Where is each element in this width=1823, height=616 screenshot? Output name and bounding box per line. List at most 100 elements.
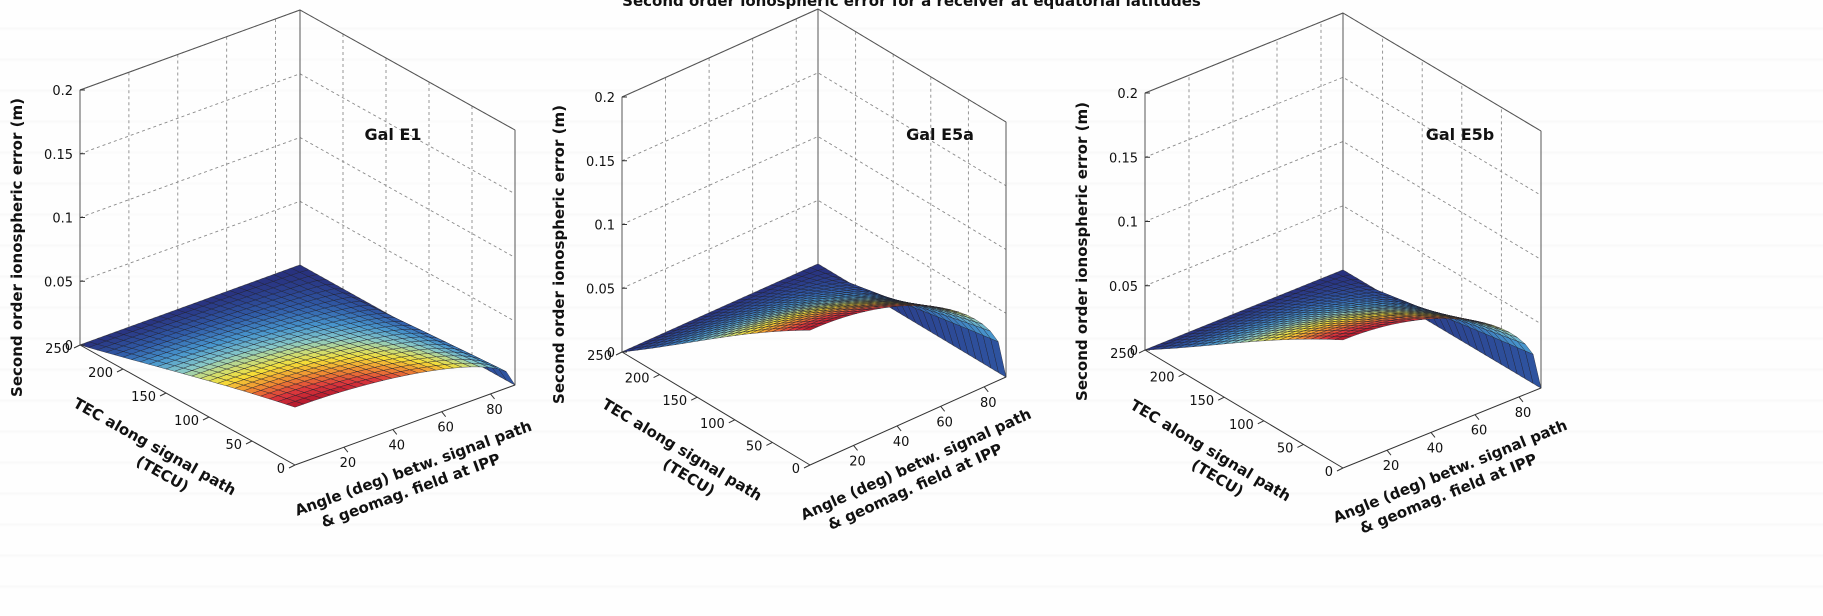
angle-tick-3 <box>983 386 989 393</box>
tec-tick-label: 150 <box>662 394 687 409</box>
chart-3: 0 0.05 0.1 0.15 0.2 Second order ionospheric … <box>1073 12 1570 537</box>
tec-tick-1 <box>245 440 253 445</box>
tec-tick-0 <box>1336 467 1344 472</box>
angle-tick-1 <box>1430 432 1436 438</box>
z-tick-label: 0 <box>65 339 73 354</box>
angle-axis-label-line1: Angle (deg) betw. signal path <box>798 405 1034 524</box>
axis-edges <box>621 8 1007 377</box>
tec-tick-label: 0 <box>792 462 800 477</box>
z-axis-label: Second order ionospheric error (m) <box>8 98 26 397</box>
tec-tick-2 <box>728 419 736 424</box>
front-edge-angle <box>809 376 1007 466</box>
tec-tick-3 <box>690 396 698 401</box>
tec-tick-label: 0 <box>1325 465 1333 480</box>
angle-axis-label: Angle (deg) betw. signal path& geomag. f… <box>798 405 1034 534</box>
tec-tick-5 <box>73 344 81 349</box>
tec-axis-label-line1: TEC along signal path <box>1127 396 1294 505</box>
z-tick-label: 0.05 <box>1109 280 1138 295</box>
front-edge-angle <box>294 384 516 466</box>
tec-tick-label: 200 <box>625 372 650 387</box>
z-axis: 0 0.05 0.1 0.15 0.2 Second order ionospheric … <box>8 84 85 397</box>
angle-tick-label: 40 <box>893 435 910 450</box>
tec-axis: 0 50 100 150 200 250 TEC along signal path(TEC… <box>1110 347 1344 505</box>
tec-tick-3 <box>1217 396 1225 401</box>
angle-tick-label: 60 <box>437 421 454 436</box>
angle-tick-2 <box>940 406 946 412</box>
tec-tick-label: 100 <box>174 414 199 429</box>
front-edge-tec <box>79 344 296 466</box>
tec-tick-label: 150 <box>131 390 156 405</box>
angle-tick-label: 60 <box>1471 424 1488 439</box>
grid-z-2 <box>1144 140 1542 260</box>
panel-title: Gal E1 <box>364 125 421 144</box>
angle-tick-0 <box>853 445 858 451</box>
tec-tick-5 <box>1138 349 1146 354</box>
tec-axis-label: TEC along signal path(TECU) <box>1127 396 1294 505</box>
tec-tick-label: 50 <box>746 439 763 454</box>
tec-axis-label: TEC along signal path(TECU) <box>70 394 239 499</box>
angle-tick-2 <box>441 411 447 417</box>
front-edge-angle <box>1342 387 1542 469</box>
angle-tick-label: 60 <box>936 415 953 430</box>
tec-tick-label: 100 <box>700 417 725 432</box>
tec-axis-label: TEC along signal path(TECU) <box>599 395 766 505</box>
angle-tick-3 <box>1518 396 1524 403</box>
tec-axis-label-line1: TEC along signal path <box>70 394 239 499</box>
z-tick-label: 0.2 <box>52 84 73 99</box>
grid-z-3 <box>1144 76 1542 196</box>
angle-tick-1 <box>392 429 398 435</box>
surface <box>621 263 1007 378</box>
tec-tick-0 <box>803 464 811 469</box>
tec-tick-3 <box>159 392 167 397</box>
grid-z-2 <box>621 135 1007 250</box>
surface-patch <box>802 326 818 331</box>
angle-tick-2 <box>1474 414 1480 420</box>
z-tick-label: 0.1 <box>594 219 615 234</box>
tec-tick-label: 200 <box>88 366 113 381</box>
angle-tick-label: 20 <box>1383 459 1400 474</box>
angle-tick-label: 20 <box>340 456 357 471</box>
chart-2: 0 0.05 0.1 0.15 0.2 Second order ionospheric … <box>550 8 1034 534</box>
back-wall-right <box>1342 12 1542 389</box>
tec-tick-5 <box>615 351 623 356</box>
z-tick-label: 0.05 <box>44 275 73 290</box>
edge-2 <box>79 9 301 91</box>
z-axis-label: Second order ionospheric error (m) <box>550 105 568 404</box>
tec-tick-1 <box>766 441 773 446</box>
tec-tick-4 <box>116 368 124 373</box>
panel-title: Gal E5b <box>1426 125 1495 144</box>
tec-tick-label: 150 <box>1189 394 1214 409</box>
tec-tick-4 <box>1178 373 1185 378</box>
panel-title: Gal E5a <box>906 125 974 144</box>
angle-tick-3 <box>490 393 495 400</box>
tec-tick-2 <box>1257 420 1265 425</box>
angle-tick-label: 20 <box>849 454 866 469</box>
z-tick-label: 0.15 <box>44 148 73 163</box>
edge-3 <box>817 8 1007 123</box>
angle-tick-0 <box>343 446 349 453</box>
tec-tick-2 <box>202 416 210 421</box>
edge-2 <box>1144 12 1344 94</box>
surface-patch <box>1335 336 1351 341</box>
z-tick-label: 0.1 <box>1117 216 1138 231</box>
z-tick-label: 0.15 <box>1109 151 1138 166</box>
grid-z-1 <box>1144 205 1542 325</box>
front-edge-tec <box>1144 349 1344 469</box>
tec-tick-label: 250 <box>587 349 612 364</box>
angle-tick-label: 80 <box>486 403 503 418</box>
grid-z-3 <box>621 72 1007 187</box>
tec-tick-label: 50 <box>225 438 242 453</box>
tec-tick-label: 250 <box>45 342 70 357</box>
angle-tick-label: 80 <box>1515 406 1532 421</box>
tec-axis: 0 50 100 150 200 250 TEC along signal path(TEC… <box>587 349 811 505</box>
angle-tick-label: 40 <box>1427 441 1444 456</box>
tec-axis-label-line1: TEC along signal path <box>599 395 766 505</box>
angle-tick-label: 40 <box>389 438 406 453</box>
z-tick-label: 0.2 <box>594 91 615 106</box>
z-tick-label: 0 <box>1130 344 1138 359</box>
surface-patch <box>285 401 305 408</box>
z-tick-label: 0.05 <box>586 282 615 297</box>
